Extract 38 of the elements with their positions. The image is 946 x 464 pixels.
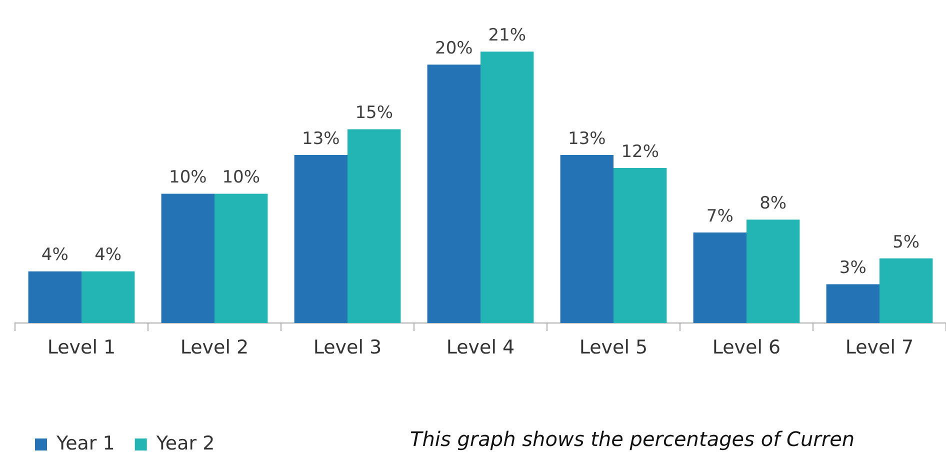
bar [614, 168, 667, 323]
data-label: 13% [568, 128, 606, 149]
bar [214, 194, 268, 323]
bar [348, 129, 401, 323]
bar [161, 194, 214, 323]
data-label: 20% [435, 38, 473, 59]
x-tick-label: Level 3 [313, 336, 382, 358]
bar [28, 271, 82, 323]
bar [746, 220, 800, 323]
x-tick-label: Level 2 [180, 336, 249, 358]
data-label: 4% [41, 245, 68, 266]
bar [826, 284, 880, 323]
text: This graph shows the percentages of Curren [410, 427, 855, 452]
bar [82, 271, 135, 323]
data-label: 5% [892, 232, 920, 252]
data-label: 3% [839, 258, 866, 278]
bar [693, 232, 746, 323]
data-label: 13% [302, 128, 340, 149]
data-label: 7% [706, 206, 734, 226]
bar [427, 64, 480, 323]
x-tick-label: Level 7 [845, 336, 914, 358]
x-tick-label: Level 1 [47, 336, 116, 358]
data-label: 10% [222, 168, 260, 188]
data-label: 15% [355, 103, 393, 124]
x-tick-label: Level 4 [446, 336, 515, 358]
bar [880, 258, 933, 323]
data-label: 12% [621, 142, 659, 162]
x-tick-label: Level 6 [712, 336, 781, 358]
bar [560, 155, 614, 323]
legend-label: Year 2 [155, 432, 215, 454]
x-tick-label: Level 5 [579, 336, 648, 358]
data-label: 21% [488, 26, 526, 46]
data-label: 4% [94, 245, 122, 266]
bar [294, 155, 348, 323]
bar [480, 52, 534, 323]
data-label: 8% [760, 194, 787, 214]
legend-label: Year 1 [56, 432, 115, 454]
data-label: 10% [169, 168, 207, 188]
